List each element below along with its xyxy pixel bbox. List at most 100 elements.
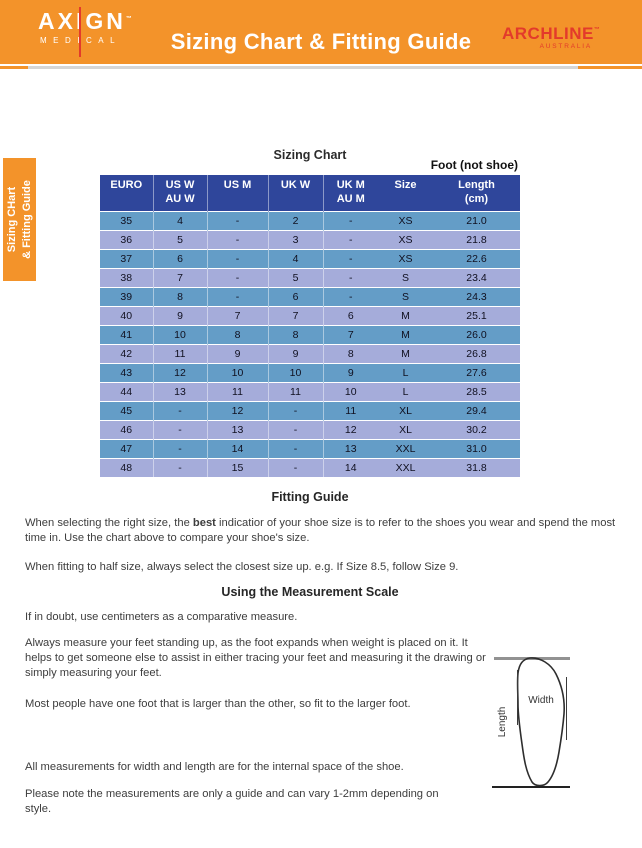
table-row: 37 6-4- XS 22.6 bbox=[100, 249, 520, 269]
axign-subtitle: MEDICAL bbox=[40, 36, 135, 45]
archline-subtitle: AUSTRALIA bbox=[539, 43, 592, 50]
table-column-header: EURO bbox=[100, 175, 154, 212]
table-cell: 13 bbox=[153, 382, 208, 402]
table-cell: 8 bbox=[323, 344, 378, 364]
table-cell: 22.6 bbox=[433, 249, 520, 269]
table-cell: 21.0 bbox=[433, 211, 520, 231]
archline-logo-text: ARCHLINE™ bbox=[502, 25, 600, 42]
table-cell: 38 bbox=[100, 268, 154, 288]
table-cell: 31.0 bbox=[433, 439, 520, 459]
sizing-table-header: EURO US W AU W US M UK W UK M AU M Size Length (c… bbox=[100, 175, 520, 212]
table-column-header: US M bbox=[207, 175, 269, 212]
table-cell: 7 bbox=[268, 306, 324, 326]
table-cell: 36 bbox=[100, 230, 154, 250]
table-cell: 41 bbox=[100, 325, 154, 345]
table-cell: 48 bbox=[100, 458, 154, 477]
side-tab: Sizing CHart & Fitting Guide bbox=[3, 158, 36, 281]
table-cell: 14 bbox=[323, 458, 378, 477]
table-cell: 9 bbox=[153, 306, 208, 326]
axign-trademark: ™ bbox=[125, 16, 135, 22]
table-cell: M bbox=[378, 325, 433, 345]
table-cell: 35 bbox=[100, 211, 154, 231]
table-row: 35 4-2- XS 21.0 bbox=[100, 211, 520, 231]
page-title: Sizing Chart & Fitting Guide bbox=[170, 29, 472, 54]
measurement-paragraph-1: If in doubt, use centimeters as a compar… bbox=[25, 611, 298, 623]
width-label: Width bbox=[528, 695, 554, 706]
table-row: 46-13-12 XL 30.2 bbox=[100, 420, 520, 440]
table-cell: 6 bbox=[268, 287, 324, 307]
table-cell: 9 bbox=[268, 344, 324, 364]
table-cell: M bbox=[378, 344, 433, 364]
table-row: 45-12-11 XL 29.4 bbox=[100, 401, 520, 421]
table-cell: - bbox=[323, 268, 378, 288]
table-cell: 7 bbox=[323, 325, 378, 345]
table-cell: 31.8 bbox=[433, 458, 520, 477]
table-cell: - bbox=[268, 439, 324, 459]
table-cell: 30.2 bbox=[433, 420, 520, 440]
heel-reference-line bbox=[492, 786, 570, 788]
table-cell: 47 bbox=[100, 439, 154, 459]
table-cell: XXL bbox=[378, 458, 433, 477]
fitting-guide-paragraph-1: When selecting the right size, the best … bbox=[25, 516, 625, 546]
table-cell: 11 bbox=[153, 344, 208, 364]
table-cell: - bbox=[268, 420, 324, 440]
sizing-table-body: 35 4-2- XS 21.0 36 5-3- XS 21.8 37 6-4- XS 22.6 38 7-… bbox=[100, 211, 520, 477]
table-cell: 10 bbox=[207, 363, 269, 383]
side-tab-line2: & Fitting Guide bbox=[21, 180, 33, 259]
table-cell: XS bbox=[378, 211, 433, 231]
paragraph-text: When selecting the right size, the bbox=[25, 517, 193, 529]
table-cell: 23.4 bbox=[433, 268, 520, 288]
table-cell: 27.6 bbox=[433, 363, 520, 383]
side-tab-label: Sizing CHart & Fitting Guide bbox=[3, 158, 38, 281]
best-bold-word: best bbox=[192, 517, 216, 529]
table-row: 44 13 11 11 10 L 28.5 bbox=[100, 382, 520, 402]
table-cell: 40 bbox=[100, 306, 154, 326]
table-cell: 12 bbox=[207, 401, 269, 421]
table-cell: 10 bbox=[323, 382, 378, 402]
measurement-scale-heading: Using the Measurement Scale bbox=[221, 585, 399, 599]
table-cell: 43 bbox=[100, 363, 154, 383]
width-reference-line bbox=[566, 677, 567, 740]
table-cell: - bbox=[323, 211, 378, 231]
axign-red-line-icon bbox=[79, 7, 81, 57]
measurement-paragraph-5: Please note the measurements are only a … bbox=[25, 788, 439, 815]
table-cell: 11 bbox=[207, 382, 269, 402]
table-row: 43 12 10 10 9 L 27.6 bbox=[100, 363, 520, 383]
table-cell: 11 bbox=[323, 401, 378, 421]
table-cell: - bbox=[268, 401, 324, 421]
measurement-paragraph-2: Always measure your feet standing up, as… bbox=[25, 637, 486, 679]
table-cell: 37 bbox=[100, 249, 154, 269]
axign-name: AXIGN bbox=[38, 8, 126, 34]
table-row: 41 10 8 8 7 M 26.0 bbox=[100, 325, 520, 345]
table-cell: XL bbox=[378, 420, 433, 440]
table-cell: 15 bbox=[207, 458, 269, 477]
side-tab-line1: Sizing CHart bbox=[6, 186, 18, 253]
table-cell: 5 bbox=[153, 230, 208, 250]
table-cell: 8 bbox=[153, 287, 208, 307]
table-cell: 8 bbox=[207, 325, 269, 345]
table-row: 42 11 9 9 8 M 26.8 bbox=[100, 344, 520, 364]
table-cell: 13 bbox=[207, 420, 269, 440]
table-column-header: Size bbox=[378, 175, 433, 212]
table-cell: 6 bbox=[323, 306, 378, 326]
table-cell: 3 bbox=[268, 230, 324, 250]
table-cell: S bbox=[378, 268, 433, 288]
archline-logo: ARCHLINE™ AUSTRALIA bbox=[502, 25, 600, 50]
archline-trademark: ™ bbox=[593, 27, 601, 33]
table-cell: 29.4 bbox=[433, 401, 520, 421]
table-cell: - bbox=[153, 458, 208, 477]
table-cell: 45 bbox=[100, 401, 154, 421]
table-cell: XS bbox=[378, 249, 433, 269]
fitting-guide-paragraph-2: When fitting to half size, always select… bbox=[25, 561, 459, 573]
table-cell: 4 bbox=[153, 211, 208, 231]
table-cell: 4 bbox=[268, 249, 324, 269]
fitting-guide-heading: Fitting Guide bbox=[271, 490, 349, 504]
foot-outline-icon bbox=[516, 657, 565, 787]
table-cell: XL bbox=[378, 401, 433, 421]
table-cell: - bbox=[153, 401, 208, 421]
table-cell: 5 bbox=[268, 268, 324, 288]
table-cell: 42 bbox=[100, 344, 154, 364]
table-column-header: Length (cm) bbox=[433, 175, 520, 212]
table-cell: 7 bbox=[153, 268, 208, 288]
